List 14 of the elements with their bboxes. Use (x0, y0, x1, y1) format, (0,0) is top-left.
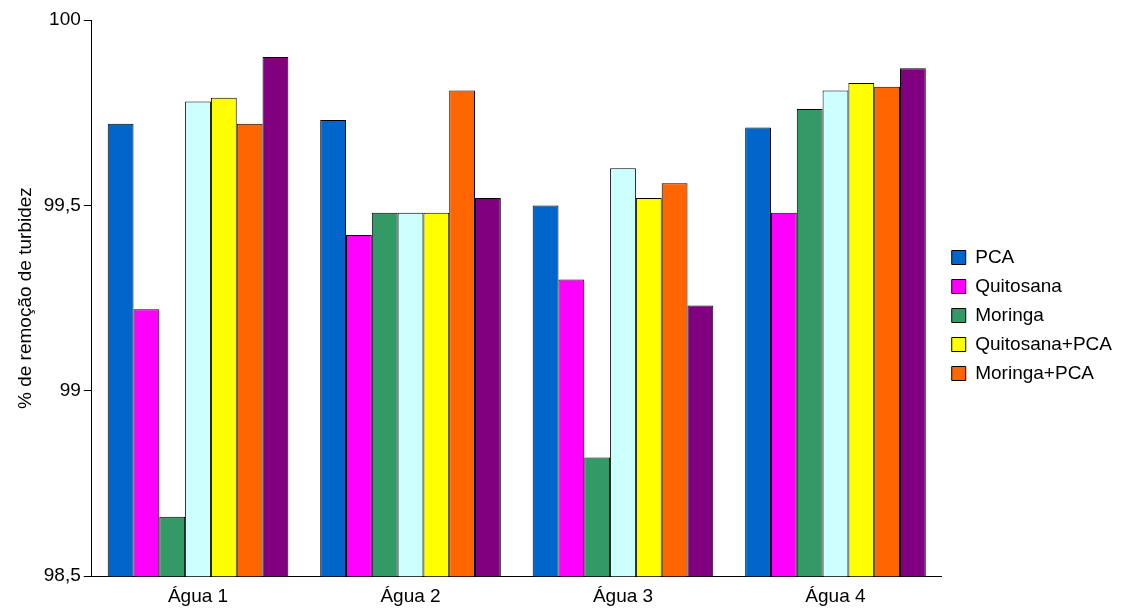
x-tick-label: Água 4 (805, 584, 867, 606)
y-axis-title: % de remoção de turbidez (13, 187, 35, 409)
legend-label: Moringa+PCA (975, 361, 1095, 383)
x-tick-label: Água 3 (592, 584, 654, 606)
y-tick-label: 98,5 (43, 564, 81, 586)
y-tick-label: 99 (59, 379, 81, 401)
x-tick-label: Água 1 (167, 584, 229, 606)
y-tick-label: 100 (49, 8, 81, 30)
x-tick-label: Água 2 (380, 584, 441, 606)
y-tick-label: 99,5 (43, 193, 81, 215)
legend-label: Moringa (975, 303, 1045, 325)
legend-label: PCA (975, 245, 1015, 267)
legend-label: Quitosana+PCA (975, 332, 1113, 354)
legend-label: Quitosana (975, 274, 1063, 296)
